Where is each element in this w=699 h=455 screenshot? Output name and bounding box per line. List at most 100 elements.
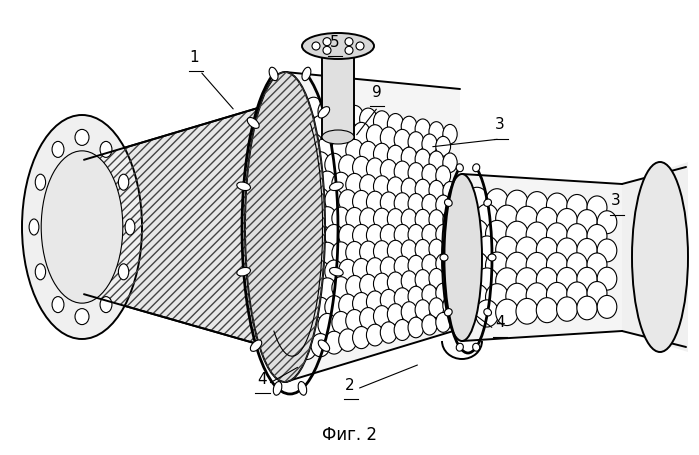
Ellipse shape [373,273,390,295]
Ellipse shape [318,207,336,230]
Ellipse shape [473,344,480,351]
Ellipse shape [556,297,577,322]
Ellipse shape [443,125,457,145]
Ellipse shape [339,225,356,248]
Ellipse shape [318,340,330,352]
Ellipse shape [352,123,370,145]
Ellipse shape [359,142,377,164]
Ellipse shape [435,225,451,245]
Ellipse shape [547,283,568,308]
Ellipse shape [443,239,457,258]
Ellipse shape [516,268,538,294]
Ellipse shape [290,95,310,119]
Ellipse shape [516,207,538,233]
Ellipse shape [577,268,597,291]
Ellipse shape [415,210,431,230]
Ellipse shape [567,195,587,219]
Ellipse shape [408,256,424,276]
Ellipse shape [359,242,377,263]
Ellipse shape [359,208,377,230]
Ellipse shape [401,179,417,199]
Ellipse shape [245,73,325,382]
Ellipse shape [547,253,568,278]
Ellipse shape [311,152,330,176]
Text: 4: 4 [257,371,267,386]
Ellipse shape [297,188,317,212]
Ellipse shape [125,219,135,236]
Ellipse shape [466,252,489,280]
Ellipse shape [339,329,356,352]
Ellipse shape [332,207,350,230]
Ellipse shape [443,211,457,230]
Ellipse shape [632,162,688,352]
Ellipse shape [422,135,437,155]
Text: 2: 2 [345,377,355,392]
Ellipse shape [516,238,538,263]
Ellipse shape [304,98,323,121]
Ellipse shape [387,241,403,262]
Ellipse shape [325,154,343,177]
Ellipse shape [325,118,343,141]
Ellipse shape [346,106,363,128]
Ellipse shape [577,210,597,234]
Ellipse shape [339,294,356,317]
Ellipse shape [473,164,480,172]
Ellipse shape [366,225,384,247]
Ellipse shape [366,126,384,147]
Ellipse shape [435,137,451,157]
Ellipse shape [443,268,457,287]
Ellipse shape [587,197,607,220]
Ellipse shape [401,117,417,137]
Ellipse shape [323,47,331,55]
Ellipse shape [456,344,463,351]
Polygon shape [322,50,354,140]
Ellipse shape [352,157,370,179]
Ellipse shape [484,200,491,207]
Ellipse shape [380,160,397,182]
Ellipse shape [475,300,498,327]
Ellipse shape [536,268,558,293]
Ellipse shape [408,132,424,153]
Ellipse shape [435,283,451,303]
Ellipse shape [380,225,397,246]
Ellipse shape [597,239,617,263]
Ellipse shape [408,194,424,215]
Ellipse shape [380,258,397,278]
Ellipse shape [556,268,577,292]
Ellipse shape [435,196,451,215]
Ellipse shape [345,39,353,46]
Ellipse shape [597,211,617,234]
Ellipse shape [118,264,129,280]
Ellipse shape [394,162,410,182]
Ellipse shape [366,192,384,213]
Ellipse shape [311,116,330,139]
Ellipse shape [475,237,498,263]
Ellipse shape [567,253,587,277]
Ellipse shape [41,152,123,303]
Ellipse shape [311,261,330,284]
Ellipse shape [318,243,336,266]
Ellipse shape [312,43,320,51]
Ellipse shape [332,277,350,299]
Ellipse shape [442,175,482,341]
Ellipse shape [556,238,577,263]
Ellipse shape [325,189,343,212]
Ellipse shape [496,206,519,232]
Ellipse shape [516,299,538,324]
Ellipse shape [401,302,417,323]
Ellipse shape [318,136,336,159]
Ellipse shape [302,68,311,81]
Ellipse shape [577,297,597,320]
Ellipse shape [435,313,451,333]
Ellipse shape [237,182,250,191]
Ellipse shape [332,173,350,195]
Ellipse shape [297,299,317,323]
Ellipse shape [359,109,377,131]
Ellipse shape [35,264,45,280]
Ellipse shape [373,209,390,230]
Ellipse shape [290,207,310,230]
Ellipse shape [577,239,597,263]
Ellipse shape [332,138,350,161]
Text: 1: 1 [189,50,199,65]
Ellipse shape [547,194,568,218]
